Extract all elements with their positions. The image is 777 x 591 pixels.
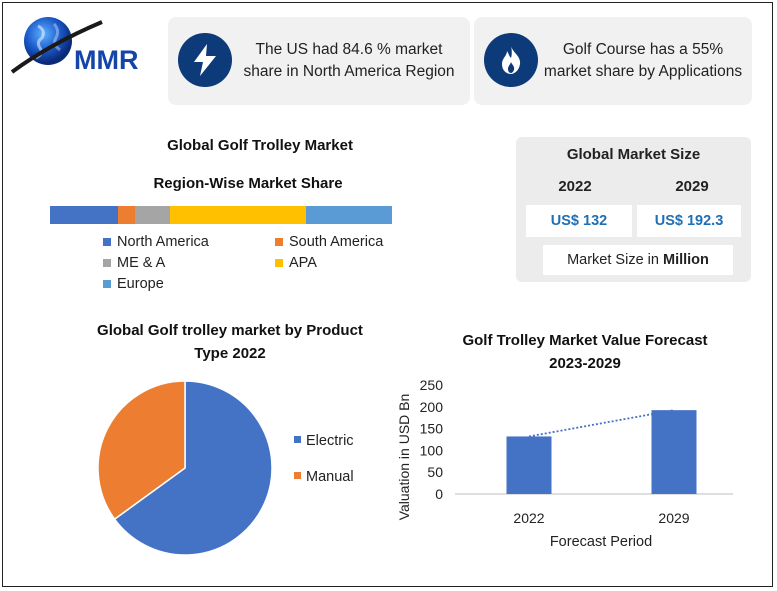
legend-swatch [275,238,283,246]
pie-title-line1: Global Golf trolley market by Product [97,322,363,339]
legend-swatch [275,259,283,267]
y-tick-label: 100 [420,442,444,458]
mmr-logo: MMR [10,14,160,76]
region-segment-apa [169,206,307,224]
product-type-pie-chart: Electric Manual [97,380,354,556]
legend-item: APA [275,255,317,271]
value-2022: US$ 132 [526,205,632,237]
market-size-footer: Market Size in Million [543,245,733,275]
legend-swatch [103,280,111,288]
forecast-title-line2: 2023-2029 [549,355,621,372]
brand-text: MMR [74,45,138,75]
legend-label: South America [289,234,384,250]
legend-swatch [103,259,111,267]
y-tick-label: 150 [420,421,444,437]
y-tick-label: 50 [427,464,443,480]
market-size-title: Global Market Size [566,146,701,163]
globe-icon: MMR [10,17,138,75]
year-2029-label: 2029 [675,178,709,195]
forecast-title-line1: Golf Trolley Market Value Forecast [462,332,708,349]
legend-label: ME & A [117,255,166,271]
trendline [528,409,675,438]
footer-unit: Million [662,252,709,268]
pie-legend-label: Manual [306,469,354,485]
y-tick-label: 0 [435,486,443,502]
region-subtitle: Region-Wise Market Share [153,175,343,192]
forecast-bar-2029 [651,410,697,494]
market-size-panel: Global Market Size 2022 2029 US$ 132 US$… [516,137,751,282]
legend-item: North America [103,234,209,250]
legend-swatch [103,238,111,246]
footer-prefix: Market Size in [567,252,663,268]
flame-badge [484,33,538,87]
x-tick-label: 2029 [658,510,689,526]
pie-slice-manual [97,380,186,521]
pie-legend-label: Electric [306,433,354,449]
region-title: Global Golf Trolley Market [167,137,353,154]
us-share-text: The US had 84.6 % market share in North … [243,41,455,80]
region-stacked-bar [50,206,392,224]
pie-legend-swatch [294,436,301,443]
lightning-icon [194,44,216,76]
forecast-bar-2022 [506,436,552,494]
pie-title-line2: Type 2022 [194,345,266,362]
legend-label: APA [289,255,317,271]
lightning-badge [178,33,232,87]
x-tick-label: 2022 [513,510,544,526]
legend-item: ME & A [103,255,165,271]
us-share-card: The US had 84.6 % market share in North … [168,17,470,105]
region-segment-north-america [50,206,119,224]
golf-course-card: Golf Course has a 55% market share by Ap… [474,17,752,105]
y-tick-label: 250 [420,377,444,393]
value-2029: US$ 192.3 [637,205,741,237]
region-segment-europe [306,206,392,224]
legend-item: Europe [103,276,164,292]
region-segment-me-a [135,206,170,224]
legend-item: South America [275,234,383,250]
forecast-bar-chart: 0 50 100 150 200 250 2022 2029 Forecast Period Va… [396,377,733,550]
y-tick-label: 200 [420,399,444,415]
legend-label: North America [117,234,209,250]
y-axis-title: Valuation in USD Bn [396,394,412,521]
pie-slice-electric [113,380,273,556]
region-segment-south-america [118,206,136,224]
golf-course-text: Golf Course has a 55% market share by Ap… [543,41,743,80]
pie-legend-swatch [294,472,301,479]
year-2022-label: 2022 [558,178,592,195]
x-axis-title: Forecast Period [550,534,652,550]
legend-label: Europe [117,276,164,292]
flame-icon [502,46,521,74]
